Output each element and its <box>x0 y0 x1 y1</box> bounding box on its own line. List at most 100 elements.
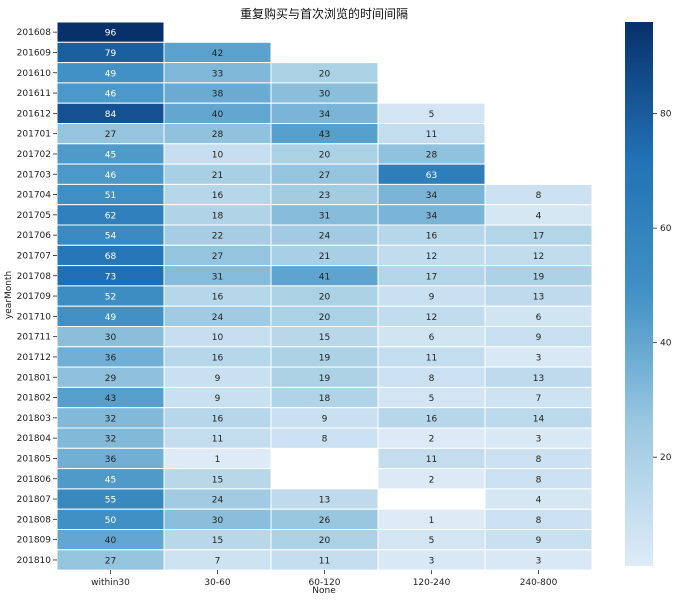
cell-value-label: 43 <box>105 394 116 404</box>
cell-value-label: 20 <box>319 150 331 160</box>
cell-value-label: 42 <box>212 49 223 59</box>
colorbar: 20 40 60 80 <box>625 22 672 566</box>
cell-value-label: 84 <box>105 110 117 120</box>
cell-value-label: 19 <box>533 272 545 282</box>
cell-value-label: 20 <box>319 293 331 303</box>
cell-value-label: 8 <box>536 191 542 201</box>
cell-value-label: 16 <box>212 353 224 363</box>
cell-value-label: 8 <box>536 455 542 465</box>
cell-value-label: 31 <box>212 272 223 282</box>
y-tick-label: 201609 <box>17 48 52 58</box>
y-tick-label: 201803 <box>17 414 51 424</box>
x-tick-label: within30 <box>91 578 130 588</box>
y-tick-label: 201709 <box>17 292 52 302</box>
cell-value-label: 24 <box>319 232 331 242</box>
cell-value-label: 11 <box>212 435 223 445</box>
cell-value-label: 19 <box>319 353 331 363</box>
colorbar-tick-label: 40 <box>660 339 672 349</box>
y-tick-label: 201804 <box>17 434 52 444</box>
y-tick-label: 201809 <box>17 536 52 546</box>
y-tick-label: 201711 <box>17 333 51 343</box>
cell-value-label: 12 <box>426 313 437 323</box>
cell-value-label: 27 <box>105 130 116 140</box>
cell-value-label: 2 <box>429 435 435 445</box>
cell-value-label: 68 <box>105 252 117 262</box>
y-tick-label: 201612 <box>17 109 51 119</box>
cell-value-label: 7 <box>215 556 221 566</box>
cell-value-label: 15 <box>212 536 223 546</box>
cell-value-label: 52 <box>105 293 116 303</box>
cell-value-label: 6 <box>536 313 542 323</box>
cell-value-label: 13 <box>319 496 330 506</box>
cell-value-label: 29 <box>105 374 117 384</box>
cell-value-label: 8 <box>322 435 328 445</box>
cell-value-label: 34 <box>319 110 331 120</box>
cell-value-label: 19 <box>319 374 331 384</box>
colorbar-tick-label: 60 <box>660 224 672 234</box>
y-tick-label: 201611 <box>17 89 51 99</box>
y-axis-label: yearMonth <box>4 271 14 319</box>
cell-value-label: 11 <box>426 130 437 140</box>
cell-value-label: 20 <box>319 69 331 79</box>
y-tick-label: 201806 <box>17 475 52 485</box>
cell-value-label: 33 <box>212 69 223 79</box>
cell-value-label: 9 <box>536 333 542 343</box>
x-tick-label: 240-800 <box>520 578 558 588</box>
y-tick-label: 201810 <box>17 556 52 566</box>
cell-value-label: 26 <box>319 516 331 526</box>
cell-value-label: 11 <box>426 455 437 465</box>
y-tick-label: 201808 <box>17 515 52 525</box>
cell-value-label: 36 <box>105 455 117 465</box>
cell-value-label: 12 <box>426 252 437 262</box>
cell-value-label: 45 <box>105 475 116 485</box>
cell-value-label: 41 <box>319 272 330 282</box>
cell-value-label: 22 <box>212 232 223 242</box>
cell-value-label: 96 <box>105 29 117 39</box>
y-tick-label: 201707 <box>17 251 51 261</box>
cell-value-label: 16 <box>212 293 224 303</box>
cell-value-label: 2 <box>429 475 435 485</box>
cell-value-label: 13 <box>533 374 544 384</box>
cell-value-label: 9 <box>429 293 435 303</box>
cell-value-label: 73 <box>105 272 116 282</box>
y-tick-label: 201703 <box>17 170 51 180</box>
cell-value-label: 10 <box>212 150 224 160</box>
y-tick-label: 201701 <box>17 130 51 140</box>
cell-value-label: 15 <box>319 333 330 343</box>
x-tick-label: 60-120 <box>309 578 341 588</box>
cell-value-label: 31 <box>319 211 330 221</box>
cell-value-label: 27 <box>105 556 116 566</box>
x-axis-label: None <box>312 586 336 596</box>
cell-value-label: 24 <box>212 496 224 506</box>
cell-value-label: 16 <box>212 414 224 424</box>
y-tick-label: 201802 <box>17 394 51 404</box>
cell-value-label: 32 <box>105 414 116 424</box>
y-tick-label: 201805 <box>17 454 51 464</box>
cell-value-label: 34 <box>426 211 438 221</box>
cell-value-label: 49 <box>105 313 117 323</box>
cell-value-label: 18 <box>319 394 331 404</box>
y-tick-label: 201608 <box>17 28 52 38</box>
x-axis-ticks: within30 30-60 60-120 120-240 240-800 <box>91 570 558 588</box>
cell-value-label: 10 <box>212 333 224 343</box>
y-tick-label: 201702 <box>17 150 51 160</box>
cell-value-label: 20 <box>319 313 331 323</box>
colorbar-tick-label: 20 <box>660 453 672 463</box>
cell-value-label: 17 <box>533 232 544 242</box>
cell-value-label: 7 <box>536 394 542 404</box>
colorbar-tick-label: 80 <box>660 110 672 120</box>
cell-value-label: 9 <box>215 394 221 404</box>
cell-value-label: 15 <box>212 475 223 485</box>
cell-value-label: 24 <box>212 313 224 323</box>
cell-value-label: 21 <box>319 252 330 262</box>
colorbar-gradient <box>625 22 653 566</box>
cell-value-label: 30 <box>319 90 331 100</box>
cell-value-label: 1 <box>215 455 221 465</box>
x-tick-label: 30-60 <box>204 578 230 588</box>
y-tick-label: 201801 <box>17 373 51 383</box>
cell-value-label: 46 <box>105 90 117 100</box>
y-tick-label: 201706 <box>17 231 52 241</box>
y-tick-label: 201705 <box>17 211 51 221</box>
cell-value-label: 11 <box>426 353 437 363</box>
cell-value-label: 43 <box>319 130 330 140</box>
